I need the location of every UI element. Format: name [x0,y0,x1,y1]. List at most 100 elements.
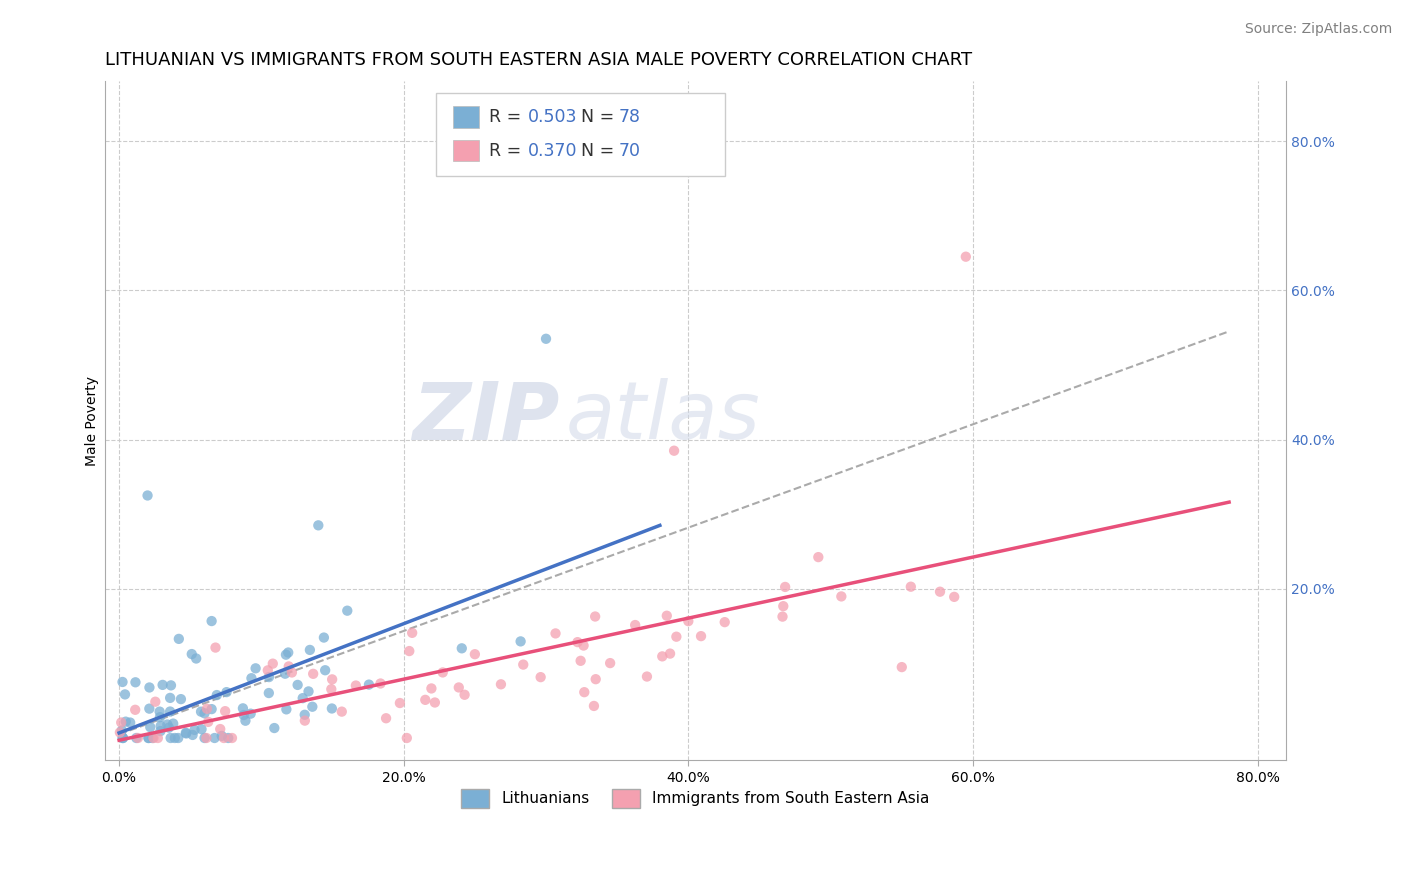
Point [180,647,202,661]
Point [281,665,304,680]
Point [690,629,713,643]
Point [141,731,163,745]
Point [167,731,190,745]
Point [398,644,420,658]
Point [149,710,172,724]
Point [772,599,794,614]
Point [388,696,411,710]
Point [314,663,336,677]
Point [201,614,224,628]
Point [830,590,852,604]
Point [665,630,688,644]
Point [142,731,165,745]
Point [181,728,204,742]
Point [124,675,146,690]
Point [120,715,142,730]
Legend: Lithuanians, Immigrants from South Eastern Asia: Lithuanians, Immigrants from South Easte… [456,783,935,814]
Point [174,726,197,740]
Point [232,701,254,715]
Point [294,714,316,728]
Point [489,677,512,691]
Point [159,705,181,719]
Point [257,686,280,700]
Text: R =: R = [489,108,526,126]
Point [138,731,160,745]
FancyBboxPatch shape [453,106,479,128]
Text: 0.370: 0.370 [527,142,578,160]
Point [183,723,205,737]
Text: N =: N = [581,108,620,126]
Point [108,725,131,739]
Point [678,614,700,628]
Point [110,715,132,730]
Point [450,641,472,656]
Point [157,721,180,735]
Point [149,705,172,719]
Point [302,666,325,681]
Point [572,639,595,653]
Text: Source: ZipAtlas.com: Source: ZipAtlas.com [1244,22,1392,37]
Point [569,654,592,668]
Point [214,704,236,718]
Point [395,731,418,745]
Point [152,678,174,692]
Point [114,714,136,729]
Point [544,626,567,640]
Point [221,731,243,745]
Point [624,618,647,632]
Point [574,685,596,699]
Point [215,685,238,699]
Text: ZIP: ZIP [412,378,560,457]
Text: 78: 78 [619,108,641,126]
Point [193,706,215,721]
Point [193,731,215,745]
Point [464,647,486,661]
Point [890,660,912,674]
Point [321,701,343,715]
Point [232,708,254,723]
Point [195,731,218,745]
Point [167,632,190,646]
Y-axis label: Male Poverty: Male Poverty [86,376,100,466]
Point [401,625,423,640]
Point [274,666,297,681]
Point [125,731,148,745]
Point [713,615,735,629]
Point [190,722,212,736]
Point [124,703,146,717]
Point [344,679,367,693]
Point [298,643,321,657]
Point [447,681,470,695]
Point [138,681,160,695]
Point [420,681,443,696]
Point [138,731,160,745]
Point [375,711,398,725]
Point [530,670,553,684]
Point [582,698,605,713]
Point [599,656,621,670]
Text: 0.503: 0.503 [527,108,578,126]
Text: LITHUANIAN VS IMMIGRANTS FROM SOUTH EASTERN ASIA MALE POVERTY CORRELATION CHART: LITHUANIAN VS IMMIGRANTS FROM SOUTH EAST… [105,51,972,69]
Point [204,640,226,655]
Point [146,731,169,745]
Point [205,688,228,702]
Point [900,580,922,594]
Point [291,691,314,706]
Text: 70: 70 [619,142,641,160]
Point [201,702,224,716]
Point [190,705,212,719]
Point [111,675,134,690]
Point [149,719,172,733]
Point [111,731,134,745]
Point [159,690,181,705]
Point [136,488,159,502]
Point [773,580,796,594]
Point [111,731,134,745]
Point [162,716,184,731]
Point [772,609,794,624]
Point [174,726,197,740]
Point [413,693,436,707]
Point [160,678,183,692]
Text: R =: R = [489,142,526,160]
Point [807,550,830,565]
